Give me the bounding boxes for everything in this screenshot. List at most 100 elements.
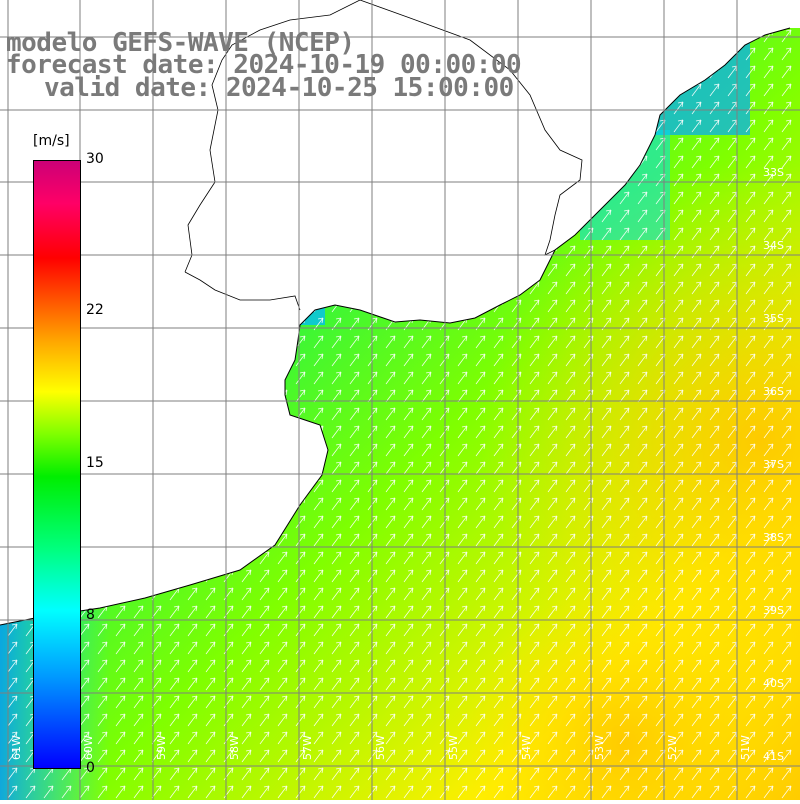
wind-arrow: [115, 281, 126, 295]
wind-arrow: [259, 695, 270, 709]
wind-arrow: [475, 173, 486, 187]
wind-arrow: [259, 191, 270, 205]
wind-arrow: [781, 65, 792, 79]
wind-arrow: [493, 371, 504, 385]
wind-arrow: [745, 713, 756, 727]
wind-arrow: [169, 281, 180, 295]
wind-arrow: [619, 227, 630, 241]
wind-arrow: [529, 245, 540, 259]
wind-arrow: [601, 371, 612, 385]
wind-arrow: [349, 713, 360, 727]
wind-arrow: [529, 641, 540, 655]
wind-arrow: [781, 677, 792, 691]
wind-arrow: [745, 335, 756, 349]
wind-arrow: [619, 47, 630, 61]
wind-arrow: [97, 245, 108, 259]
wind-arrow: [331, 569, 342, 583]
wind-arrow: [385, 137, 396, 151]
wind-arrow: [331, 695, 342, 709]
wind-arrow: [187, 335, 198, 349]
wind-arrow: [457, 281, 468, 295]
wind-arrow: [277, 713, 288, 727]
wind-arrow: [529, 137, 540, 151]
wind-arrow: [331, 425, 342, 439]
wind-arrow: [403, 515, 414, 529]
wind-arrow: [781, 605, 792, 619]
wind-arrow: [565, 191, 576, 205]
wind-arrow: [277, 227, 288, 241]
wind-arrow: [619, 605, 630, 619]
wind-arrow: [169, 227, 180, 241]
wind-arrow: [583, 119, 594, 133]
wind-arrow: [79, 335, 90, 349]
wind-arrow: [583, 83, 594, 97]
wind-arrow: [385, 263, 396, 277]
wind-arrow: [763, 695, 774, 709]
wind-arrow: [331, 497, 342, 511]
wind-arrow: [637, 209, 648, 223]
wind-arrow: [709, 281, 720, 295]
wind-arrow: [7, 83, 18, 97]
colorbar-tick: 15: [86, 455, 104, 471]
wind-arrow: [601, 479, 612, 493]
wind-arrow: [385, 587, 396, 601]
wind-arrow: [475, 677, 486, 691]
wind-arrow: [673, 281, 684, 295]
wind-arrow: [673, 191, 684, 205]
wind-arrow: [133, 209, 144, 223]
wind-arrow: [241, 443, 252, 457]
wind-arrow: [511, 227, 522, 241]
wind-arrow: [529, 767, 540, 781]
wind-arrow: [565, 281, 576, 295]
wind-arrow: [637, 605, 648, 619]
wind-arrow: [97, 335, 108, 349]
wind-arrow: [457, 533, 468, 547]
wind-arrow: [277, 101, 288, 115]
wind-arrow: [277, 533, 288, 547]
wind-arrow: [133, 785, 144, 799]
wind-arrow: [133, 479, 144, 493]
wind-arrow: [601, 29, 612, 43]
wind-arrow: [709, 47, 720, 61]
wind-arrow: [169, 641, 180, 655]
wind-arrow: [349, 173, 360, 187]
wind-arrow: [601, 443, 612, 457]
wind-arrow: [673, 569, 684, 583]
wind-arrow: [709, 227, 720, 241]
wind-arrow: [529, 695, 540, 709]
wind-arrow: [7, 605, 18, 619]
wind-arrow: [241, 461, 252, 475]
wind-arrow: [241, 713, 252, 727]
wind-arrow: [637, 83, 648, 97]
wind-arrow: [349, 767, 360, 781]
wind-arrow: [529, 677, 540, 691]
wind-arrow: [781, 443, 792, 457]
wind-arrow: [169, 425, 180, 439]
wind-arrow: [115, 479, 126, 493]
wind-arrow: [277, 299, 288, 313]
wind-arrow: [763, 263, 774, 277]
wind-arrow: [493, 677, 504, 691]
wind-arrow: [7, 461, 18, 475]
wind-arrow: [385, 407, 396, 421]
wind-arrow: [601, 461, 612, 475]
wind-arrow: [187, 299, 198, 313]
wind-arrow: [223, 155, 234, 169]
wind-arrow: [277, 425, 288, 439]
wind-arrow: [115, 101, 126, 115]
wind-arrow: [691, 47, 702, 61]
wind-arrow: [421, 389, 432, 403]
wind-arrow: [763, 461, 774, 475]
wind-arrow: [637, 389, 648, 403]
wind-arrow: [529, 119, 540, 133]
wind-arrow: [493, 227, 504, 241]
wind-arrow: [475, 425, 486, 439]
latitude-label: 34S: [763, 239, 784, 252]
wind-arrow: [457, 767, 468, 781]
wind-arrow: [403, 641, 414, 655]
wind-arrow: [529, 461, 540, 475]
wind-arrow: [79, 209, 90, 223]
wind-arrow: [133, 119, 144, 133]
wind-arrow: [493, 623, 504, 637]
wind-arrow: [763, 551, 774, 565]
